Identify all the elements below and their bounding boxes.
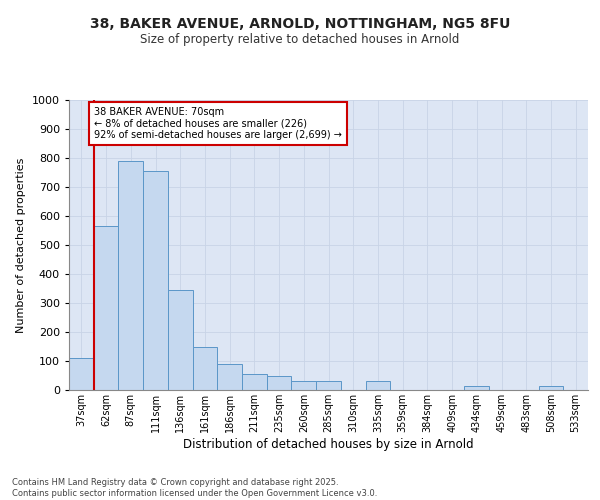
- Bar: [365, 382, 390, 390]
- Bar: [267, 376, 292, 390]
- Text: Size of property relative to detached houses in Arnold: Size of property relative to detached ho…: [140, 32, 460, 46]
- Bar: [118, 161, 143, 390]
- Bar: [217, 364, 242, 390]
- Bar: [539, 386, 563, 390]
- Y-axis label: Number of detached properties: Number of detached properties: [16, 158, 26, 332]
- X-axis label: Distribution of detached houses by size in Arnold: Distribution of detached houses by size …: [183, 438, 474, 450]
- Bar: [292, 382, 316, 390]
- Bar: [94, 226, 118, 390]
- Bar: [316, 382, 341, 390]
- Bar: [69, 358, 94, 390]
- Text: 38, BAKER AVENUE, ARNOLD, NOTTINGHAM, NG5 8FU: 38, BAKER AVENUE, ARNOLD, NOTTINGHAM, NG…: [90, 18, 510, 32]
- Bar: [193, 346, 217, 390]
- Bar: [242, 374, 267, 390]
- Bar: [143, 171, 168, 390]
- Bar: [168, 290, 193, 390]
- Text: 38 BAKER AVENUE: 70sqm
← 8% of detached houses are smaller (226)
92% of semi-det: 38 BAKER AVENUE: 70sqm ← 8% of detached …: [94, 108, 342, 140]
- Text: Contains HM Land Registry data © Crown copyright and database right 2025.
Contai: Contains HM Land Registry data © Crown c…: [12, 478, 377, 498]
- Bar: [464, 386, 489, 390]
